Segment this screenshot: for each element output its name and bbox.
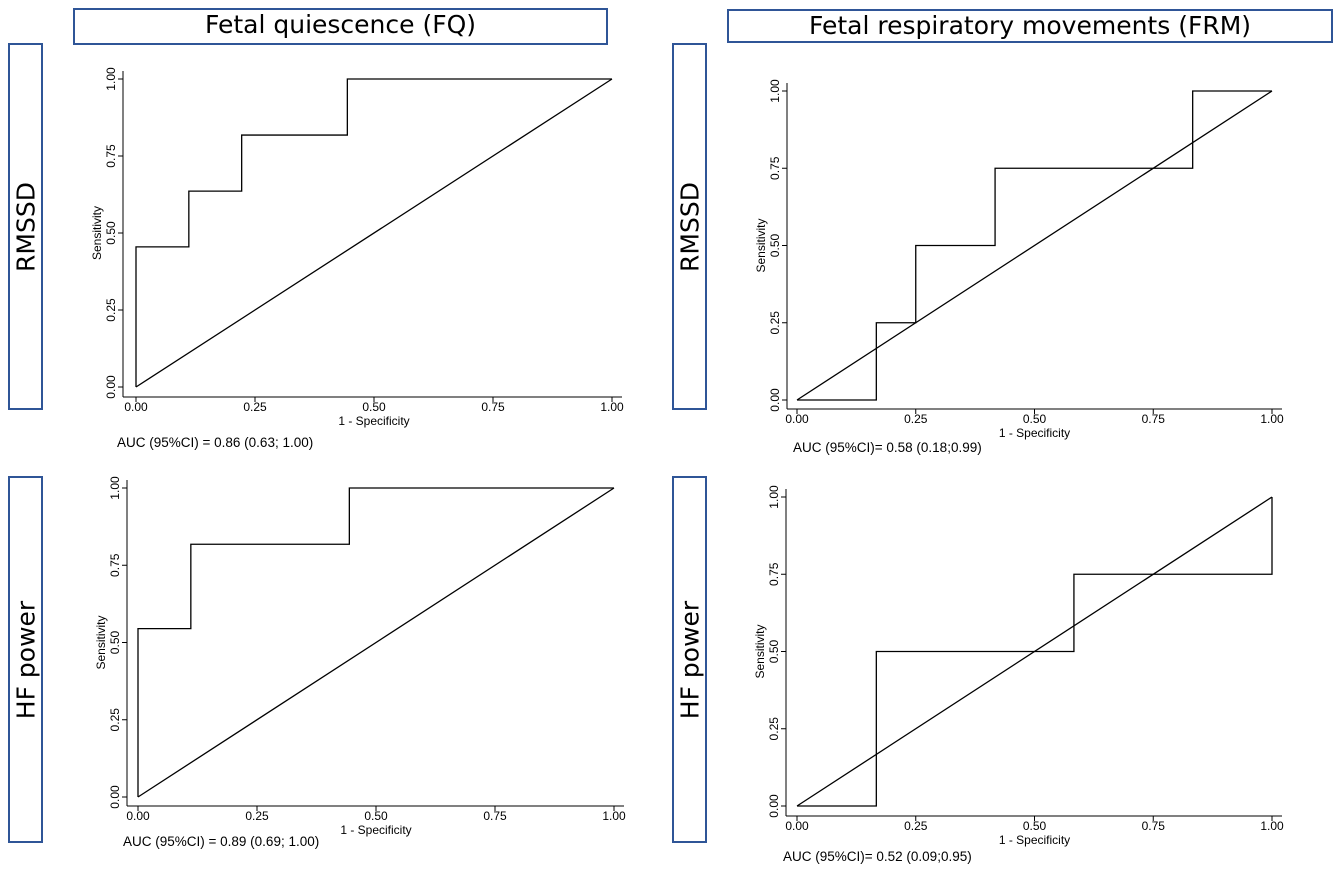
y-tick-label: 0.75 — [104, 144, 118, 168]
x-tick-label: 0.00 — [126, 809, 150, 823]
x-axis-title: 1 - Specificity — [999, 426, 1070, 440]
y-axis-title: Sensitivity — [90, 206, 104, 260]
reference-diagonal-line — [137, 487, 615, 798]
y-tick-label: 0.25 — [108, 708, 122, 732]
y-tick-label: 0.75 — [768, 156, 782, 180]
y-tick-label: 0.00 — [767, 794, 781, 818]
y-tick-label: 0.25 — [104, 298, 118, 322]
x-axis-title: 1 - Specificity — [340, 823, 411, 837]
x-tick-label: 1.00 — [600, 400, 624, 414]
roc-curve-line — [135, 78, 612, 387]
row-label-hf-power-frm: HF power — [672, 476, 707, 843]
auc-annotation-fq-rmssd: AUC (95%CI) = 0.86 (0.63; 1.00) — [117, 435, 314, 450]
y-tick-label: 1.00 — [104, 67, 118, 91]
y-tick-label: 0.50 — [767, 639, 781, 663]
reference-diagonal-line — [135, 78, 613, 388]
x-axis-title: 1 - Specificity — [999, 833, 1070, 847]
y-axis-title: Sensitivity — [753, 624, 767, 678]
x-tick-label: 0.50 — [364, 809, 388, 823]
x-tick-label: 1.00 — [1260, 819, 1284, 833]
y-tick-label: 0.50 — [108, 630, 122, 654]
x-tick-label: 0.75 — [481, 400, 505, 414]
y-tick-label: 1.00 — [768, 79, 782, 103]
frm-column-title: Fetal respiratory movements (FRM) — [727, 9, 1333, 43]
auc-annotation-fq-hf-power: AUC (95%CI) = 0.89 (0.69; 1.00) — [123, 834, 320, 849]
x-tick-label: 0.25 — [904, 412, 928, 426]
row-label-hf-power-fq: HF power — [8, 476, 43, 843]
y-tick-label: 0.75 — [108, 553, 122, 577]
reference-diagonal-line — [796, 496, 1273, 807]
x-tick-label: 0.50 — [1023, 819, 1047, 833]
x-tick-label: 0.00 — [785, 412, 809, 426]
auc-annotation-frm-rmssd: AUC (95%CI)= 0.58 (0.18;0.99) — [793, 440, 982, 455]
y-axis-title: Sensitivity — [94, 615, 108, 669]
x-tick-label: 0.25 — [904, 819, 928, 833]
fq-column-title: Fetal quiescence (FQ) — [73, 8, 608, 45]
x-tick-label: 0.00 — [785, 819, 809, 833]
x-tick-label: 0.00 — [124, 400, 148, 414]
x-tick-label: 0.75 — [483, 809, 507, 823]
roc-curve-line — [137, 487, 614, 797]
x-tick-label: 1.00 — [1260, 412, 1284, 426]
y-tick-label: 0.25 — [767, 717, 781, 741]
x-tick-label: 0.75 — [1142, 412, 1166, 426]
x-tick-label: 0.25 — [243, 400, 267, 414]
x-tick-label: 0.50 — [362, 400, 386, 414]
y-tick-label: 1.00 — [108, 476, 122, 500]
y-tick-label: 1.00 — [767, 485, 781, 509]
row-label-rmssd-fq: RMSSD — [8, 43, 43, 410]
y-axis-title: Sensitivity — [754, 218, 768, 272]
y-tick-label: 0.00 — [768, 388, 782, 412]
x-tick-label: 1.00 — [602, 809, 626, 823]
auc-annotation-frm-hf-power: AUC (95%CI)= 0.52 (0.09;0.95) — [783, 849, 972, 864]
y-tick-label: 0.50 — [104, 221, 118, 245]
y-tick-label: 0.75 — [767, 562, 781, 586]
roc-curve-line — [797, 90, 1272, 401]
roc-curve-line — [797, 497, 1273, 807]
y-tick-label: 0.25 — [768, 311, 782, 335]
x-axis-title: 1 - Specificity — [338, 414, 409, 428]
y-tick-label: 0.50 — [768, 233, 782, 257]
x-tick-label: 0.25 — [245, 809, 269, 823]
row-label-rmssd-frm: RMSSD — [672, 43, 707, 410]
y-tick-label: 0.00 — [108, 785, 122, 809]
y-tick-label: 0.00 — [104, 375, 118, 399]
reference-diagonal-line — [796, 90, 1273, 401]
x-tick-label: 0.75 — [1142, 819, 1166, 833]
x-tick-label: 0.50 — [1023, 412, 1047, 426]
